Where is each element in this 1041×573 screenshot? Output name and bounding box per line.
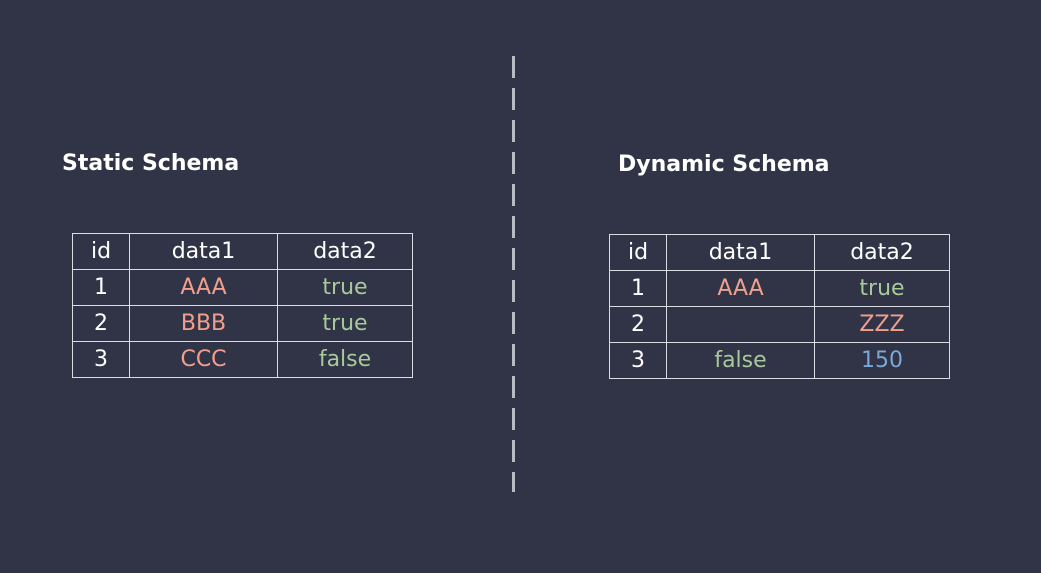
cell-data2: ZZZ xyxy=(814,306,950,343)
cell-id: 1 xyxy=(609,270,667,307)
table-row: 1 AAA true xyxy=(72,269,413,306)
cell-data1: CCC xyxy=(129,341,278,378)
dynamic-schema-title: Dynamic Schema xyxy=(618,152,830,177)
table-row: 1 AAA true xyxy=(609,270,950,307)
cell-data1-empty xyxy=(666,306,815,343)
cell-id: 1 xyxy=(72,269,130,306)
cell-data2: true xyxy=(277,305,413,342)
cell-data1: false xyxy=(666,342,815,379)
cell-data1: AAA xyxy=(129,269,278,306)
column-header-id: id xyxy=(72,233,130,270)
table-row: 2 ZZZ xyxy=(609,306,950,343)
dashed-divider xyxy=(512,56,515,492)
column-header-id: id xyxy=(609,234,667,271)
static-schema-title: Static Schema xyxy=(62,151,240,176)
dynamic-schema-table: id data1 data2 1 AAA true 2 ZZZ 3 false … xyxy=(609,234,950,379)
column-header-data1: data1 xyxy=(129,233,278,270)
cell-data1: BBB xyxy=(129,305,278,342)
cell-data2: 150 xyxy=(814,342,950,379)
table-row: 3 CCC false xyxy=(72,341,413,378)
column-header-data2: data2 xyxy=(814,234,950,271)
cell-data2: true xyxy=(814,270,950,307)
cell-id: 3 xyxy=(72,341,130,378)
cell-id: 3 xyxy=(609,342,667,379)
cell-id: 2 xyxy=(72,305,130,342)
table-row: 3 false 150 xyxy=(609,342,950,379)
table-header-row: id data1 data2 xyxy=(609,234,950,271)
cell-id: 2 xyxy=(609,306,667,343)
cell-data2: true xyxy=(277,269,413,306)
cell-data2: false xyxy=(277,341,413,378)
cell-data1: AAA xyxy=(666,270,815,307)
table-header-row: id data1 data2 xyxy=(72,233,413,270)
column-header-data1: data1 xyxy=(666,234,815,271)
column-header-data2: data2 xyxy=(277,233,413,270)
static-schema-table: id data1 data2 1 AAA true 2 BBB true 3 C… xyxy=(72,233,413,378)
table-row: 2 BBB true xyxy=(72,305,413,342)
